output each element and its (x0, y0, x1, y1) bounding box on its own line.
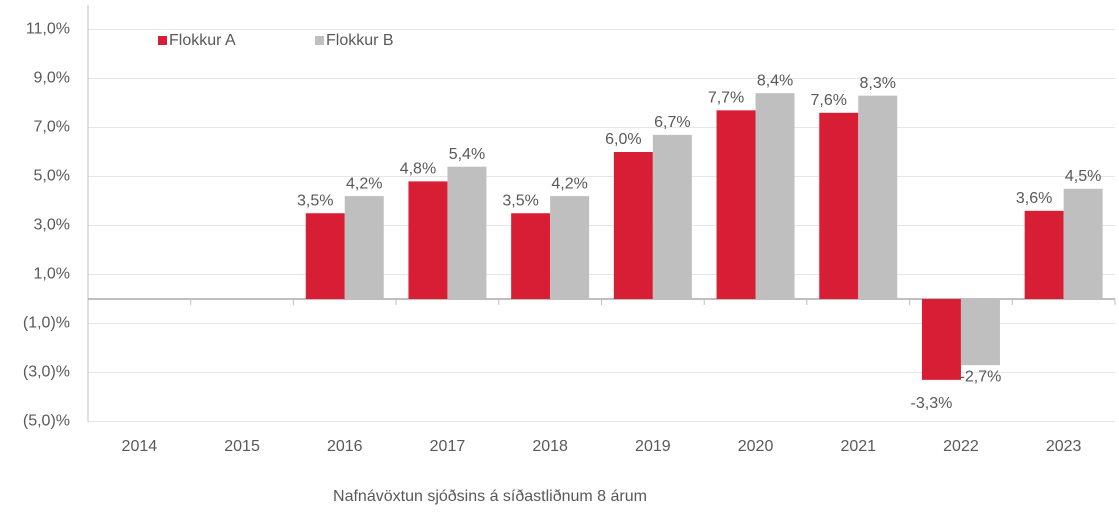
data-label: -3,3% (911, 395, 953, 412)
y-tick-label: 5,0% (34, 168, 70, 185)
data-label: 8,3% (860, 75, 896, 92)
data-label: 6,7% (654, 114, 690, 131)
data-label: -2,7% (960, 368, 1002, 385)
y-tick-label: 11,0% (26, 21, 70, 38)
y-tick-label: (3,0)% (23, 364, 70, 381)
y-tick-label: (5,0)% (23, 413, 70, 430)
x-tick-label: 2015 (224, 438, 260, 455)
bar (511, 213, 551, 299)
y-tick-label: 1,0% (34, 266, 70, 283)
data-label: 7,6% (811, 92, 847, 109)
legend-swatch (158, 36, 167, 45)
data-label: 4,5% (1065, 168, 1101, 185)
bar (921, 299, 961, 380)
data-label: 7,7% (708, 90, 744, 107)
bar (447, 166, 487, 299)
bar (1024, 210, 1064, 299)
data-label: 6,0% (605, 131, 641, 148)
data-label: 4,2% (346, 175, 382, 192)
x-tick-label: 2020 (738, 438, 774, 455)
data-label: 5,4% (449, 146, 485, 163)
y-tick-label: 7,0% (34, 119, 70, 136)
bar (613, 152, 653, 299)
y-tick-label: 9,0% (34, 70, 70, 87)
x-tick-label: 2016 (327, 438, 363, 455)
bar (755, 93, 795, 299)
y-tick-label: 3,0% (34, 217, 70, 234)
x-tick-label: 2019 (635, 438, 671, 455)
x-tick-label: 2021 (840, 438, 876, 455)
x-tick-label: 2017 (430, 438, 466, 455)
bar (305, 213, 345, 299)
y-tick-label: (1,0)% (23, 315, 70, 332)
x-tick-label: 2023 (1046, 438, 1082, 455)
legend-swatch (315, 36, 324, 45)
data-label: 3,5% (297, 192, 333, 209)
bar (819, 112, 859, 299)
x-tick-label: 2022 (943, 438, 979, 455)
bar (960, 299, 1000, 366)
bar (408, 181, 448, 299)
bar (652, 134, 692, 299)
x-tick-label: 2014 (122, 438, 158, 455)
x-axis-title: Nafnávöxtun sjóðsins á síðastliðnum 8 ár… (333, 488, 647, 505)
bar (858, 95, 898, 300)
bar (1063, 188, 1103, 299)
bar (344, 196, 384, 299)
data-label: 3,5% (502, 192, 538, 209)
bar (550, 196, 590, 299)
legend-label: Flokkur B (326, 32, 394, 49)
legend-label: Flokkur A (169, 32, 236, 49)
data-label: 4,2% (551, 175, 587, 192)
data-label: 3,6% (1016, 190, 1052, 207)
bar (716, 110, 756, 299)
data-label: 4,8% (400, 161, 436, 178)
x-tick-label: 2018 (532, 438, 568, 455)
data-label: 8,4% (757, 72, 793, 89)
